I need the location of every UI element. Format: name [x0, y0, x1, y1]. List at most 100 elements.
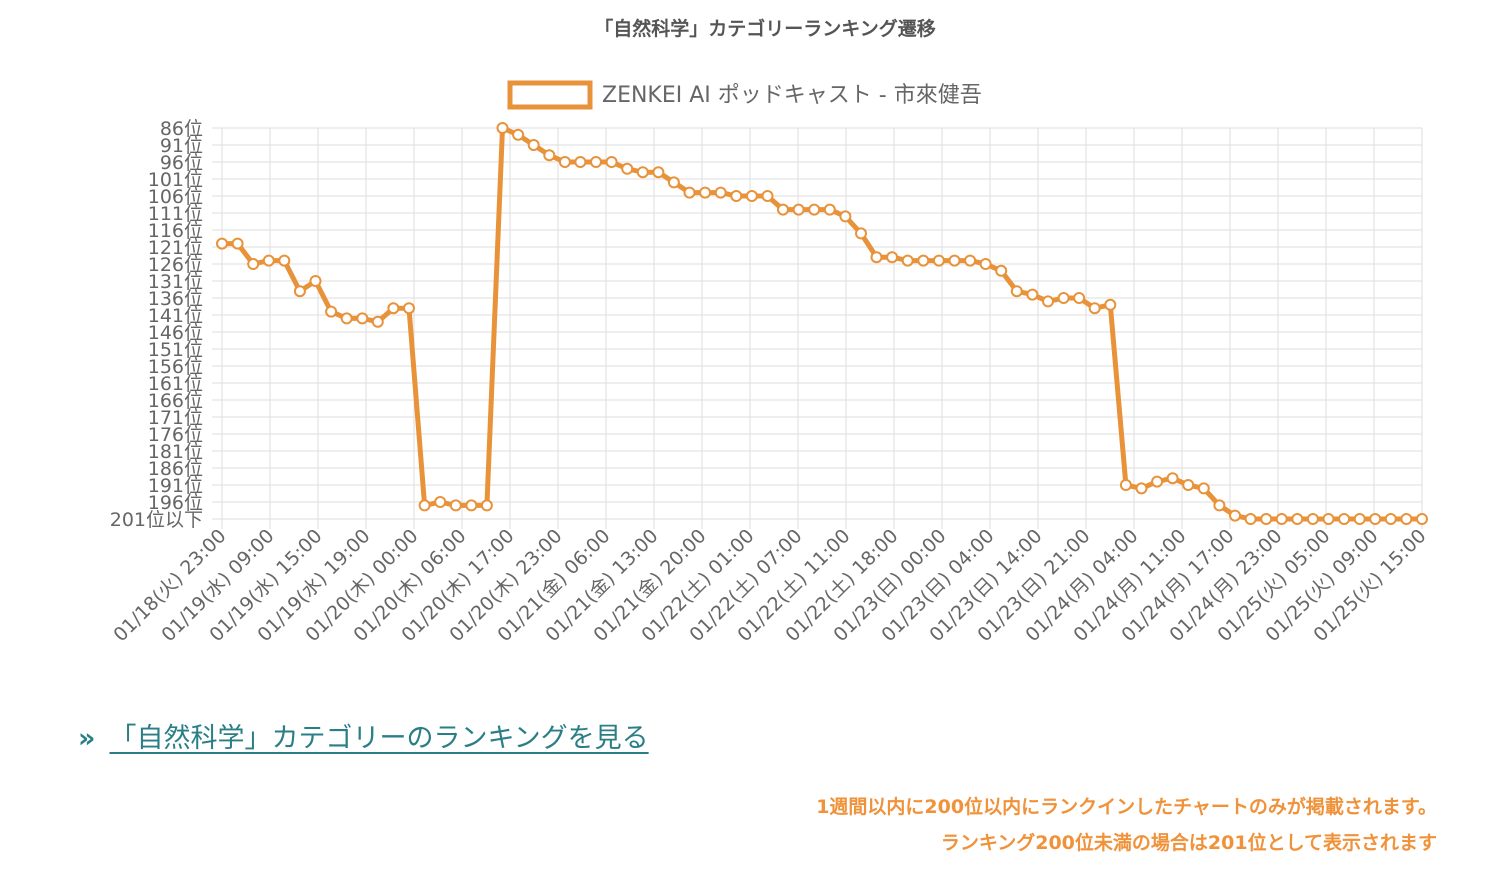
- data-point[interactable]: [979, 258, 992, 270]
- y-tick-label: 186位: [148, 458, 203, 480]
- data-point[interactable]: [418, 499, 431, 512]
- data-point[interactable]: [1275, 513, 1288, 525]
- data-point[interactable]: [964, 254, 977, 267]
- data-point[interactable]: [309, 275, 322, 287]
- data-point[interactable]: [449, 499, 462, 512]
- legend-label: ZENKEI AI ポッドキャスト - 市來健吾: [602, 83, 982, 108]
- data-point[interactable]: [1119, 479, 1132, 491]
- data-point[interactable]: [886, 251, 899, 264]
- data-point[interactable]: [932, 254, 945, 267]
- data-point[interactable]: [1135, 482, 1148, 495]
- data-point[interactable]: [1229, 509, 1241, 522]
- y-tick-label: 201位以下: [110, 509, 203, 531]
- data-point[interactable]: [1057, 292, 1070, 304]
- y-tick-label: 91位: [160, 135, 203, 157]
- data-point[interactable]: [652, 166, 665, 179]
- y-tick-label: 181位: [148, 441, 203, 463]
- y-tick-label: 106位: [148, 186, 203, 208]
- data-point[interactable]: [1244, 513, 1257, 525]
- y-tick-label: 136位: [148, 288, 203, 310]
- data-point[interactable]: [855, 227, 867, 240]
- data-point[interactable]: [808, 203, 821, 216]
- y-tick-label: 166位: [148, 390, 203, 412]
- data-point[interactable]: [590, 156, 602, 168]
- data-point[interactable]: [262, 254, 275, 267]
- data-point[interactable]: [870, 251, 883, 264]
- data-point[interactable]: [387, 302, 400, 315]
- note-text: ランキング200位未満の場合は201位として表示されます: [940, 832, 1437, 854]
- data-point[interactable]: [823, 203, 836, 216]
- data-point[interactable]: [465, 499, 478, 512]
- data-point[interactable]: [278, 254, 291, 267]
- data-point[interactable]: [512, 128, 525, 141]
- data-point[interactable]: [371, 315, 384, 328]
- data-point[interactable]: [1088, 302, 1101, 315]
- data-point[interactable]: [1260, 513, 1273, 525]
- data-point[interactable]: [1369, 513, 1382, 525]
- data-point[interactable]: [901, 254, 914, 267]
- data-point[interactable]: [745, 190, 758, 202]
- y-axis: 86位91位96位101位106位111位116位121位126位131位136…: [110, 118, 203, 531]
- data-point[interactable]: [792, 203, 805, 216]
- data-point[interactable]: [839, 210, 852, 223]
- data-point[interactable]: [1291, 513, 1304, 525]
- data-point[interactable]: [325, 305, 338, 318]
- data-point[interactable]: [293, 285, 306, 298]
- data-point[interactable]: [1338, 513, 1351, 525]
- y-tick-label: 141位: [148, 305, 203, 327]
- y-tick-label: 101位: [148, 169, 203, 191]
- data-point[interactable]: [247, 258, 260, 270]
- data-point[interactable]: [340, 312, 353, 325]
- category-ranking-link-text: 「自然科学」カテゴリーのランキングを見る: [109, 723, 649, 754]
- data-point[interactable]: [1384, 513, 1397, 525]
- data-point[interactable]: [1166, 472, 1179, 485]
- data-point[interactable]: [917, 254, 930, 267]
- data-point[interactable]: [1151, 475, 1164, 488]
- data-point[interactable]: [1400, 513, 1413, 525]
- data-point[interactable]: [636, 166, 649, 179]
- data-point[interactable]: [1026, 288, 1039, 301]
- chart-legend[interactable]: ZENKEI AI ポッドキャスト - 市來健吾: [507, 80, 982, 110]
- data-point[interactable]: [667, 176, 680, 189]
- data-point[interactable]: [1073, 292, 1086, 304]
- data-point[interactable]: [1213, 499, 1226, 512]
- data-point[interactable]: [1322, 513, 1335, 525]
- data-point[interactable]: [699, 186, 712, 199]
- note-text: 1週間以内に200位以内にランクインしたチャートのみが掲載されます。: [816, 796, 1437, 818]
- y-tick-label: 196位: [148, 492, 203, 514]
- y-tick-label: 126位: [148, 254, 203, 276]
- data-point[interactable]: [434, 496, 447, 508]
- data-point[interactable]: [761, 190, 774, 202]
- data-point[interactable]: [1306, 513, 1319, 525]
- data-point[interactable]: [480, 499, 493, 512]
- data-point[interactable]: [1353, 513, 1366, 525]
- data-point[interactable]: [1104, 298, 1117, 311]
- data-point[interactable]: [356, 312, 369, 325]
- y-tick-label: 116位: [148, 220, 203, 242]
- data-point[interactable]: [403, 302, 415, 315]
- category-ranking-link[interactable]: » 「自然科学」カテゴリーのランキングを見る: [78, 716, 649, 755]
- data-point[interactable]: [777, 203, 789, 216]
- data-point[interactable]: [730, 190, 743, 202]
- data-point[interactable]: [231, 237, 244, 250]
- data-point[interactable]: [621, 162, 634, 175]
- y-tick-label: 96位: [160, 152, 203, 174]
- data-point[interactable]: [714, 186, 727, 199]
- data-point[interactable]: [1197, 482, 1210, 495]
- y-tick-label: 131位: [148, 271, 203, 293]
- data-point[interactable]: [683, 186, 696, 199]
- series-line: [219, 125, 1425, 522]
- data-point[interactable]: [558, 156, 571, 168]
- data-point[interactable]: [496, 122, 509, 134]
- data-point[interactable]: [1182, 479, 1195, 491]
- data-point[interactable]: [1010, 285, 1023, 298]
- data-point[interactable]: [995, 264, 1008, 277]
- data-point[interactable]: [216, 237, 228, 250]
- data-point[interactable]: [527, 139, 540, 151]
- data-point[interactable]: [1416, 513, 1428, 525]
- data-point[interactable]: [543, 149, 556, 162]
- data-point[interactable]: [574, 156, 587, 168]
- data-point[interactable]: [948, 254, 961, 267]
- data-point[interactable]: [1042, 295, 1054, 308]
- data-point[interactable]: [605, 156, 618, 168]
